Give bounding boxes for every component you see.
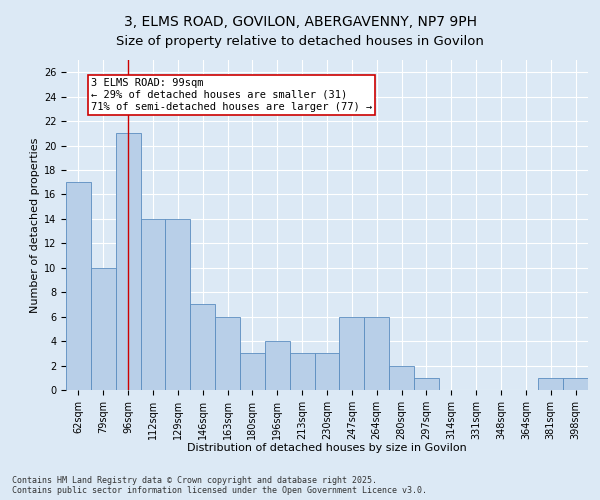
Bar — [265, 341, 290, 390]
X-axis label: Distribution of detached houses by size in Govilon: Distribution of detached houses by size … — [187, 444, 467, 454]
Text: Size of property relative to detached houses in Govilon: Size of property relative to detached ho… — [116, 35, 484, 48]
Bar — [215, 316, 240, 390]
Text: 3, ELMS ROAD, GOVILON, ABERGAVENNY, NP7 9PH: 3, ELMS ROAD, GOVILON, ABERGAVENNY, NP7 … — [124, 15, 476, 29]
Bar — [340, 316, 364, 390]
Bar — [290, 354, 314, 390]
Bar — [91, 268, 116, 390]
Bar — [563, 378, 588, 390]
Bar — [240, 354, 265, 390]
Bar — [140, 219, 166, 390]
Bar — [166, 219, 190, 390]
Bar — [389, 366, 414, 390]
Bar — [538, 378, 563, 390]
Bar — [314, 354, 340, 390]
Text: 3 ELMS ROAD: 99sqm
← 29% of detached houses are smaller (31)
71% of semi-detache: 3 ELMS ROAD: 99sqm ← 29% of detached hou… — [91, 78, 372, 112]
Y-axis label: Number of detached properties: Number of detached properties — [29, 138, 40, 312]
Text: Contains HM Land Registry data © Crown copyright and database right 2025.
Contai: Contains HM Land Registry data © Crown c… — [12, 476, 427, 495]
Bar — [414, 378, 439, 390]
Bar — [116, 134, 140, 390]
Bar — [364, 316, 389, 390]
Bar — [66, 182, 91, 390]
Bar — [190, 304, 215, 390]
